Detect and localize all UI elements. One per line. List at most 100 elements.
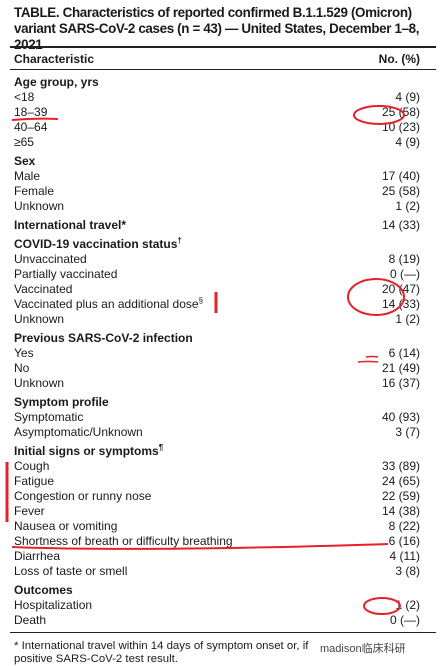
table-row: Male 17 (40) <box>14 169 420 184</box>
row-value: 0 (—) <box>390 267 420 281</box>
table-body: Age group, yrs <18 4 (9) 18–39 25 (58) 40–64 1… <box>14 74 420 628</box>
row-value: 16 (37) <box>381 376 420 390</box>
row-value: 14 (33) <box>381 297 420 311</box>
section-heading: Age group, yrs <box>14 74 420 90</box>
section-heading-label: COVID-19 vaccination status† <box>14 236 182 252</box>
row-label: Shortness of breath or difficulty breath… <box>14 534 233 548</box>
table-row: Fatigue 24 (65) <box>14 474 420 489</box>
row-label: Male <box>14 169 41 183</box>
row-label: Partially vaccinated <box>14 267 118 281</box>
row-label: Vaccinated plus an additional dose§ <box>14 296 204 312</box>
row-label: Diarrhea <box>14 549 61 563</box>
table-row: Unvaccinated 8 (19) <box>14 252 420 267</box>
row-label: Death <box>14 613 47 627</box>
table-row: Vaccinated 20 (47) <box>14 282 420 297</box>
header-number: No. (%) <box>378 52 420 66</box>
footnote-line-1: * International travel within 14 days of… <box>14 640 309 652</box>
section-heading: Initial signs or symptoms¶ <box>14 443 420 459</box>
section-heading-label: Symptom profile <box>14 395 109 409</box>
table-row: Partially vaccinated 0 (—) <box>14 267 420 282</box>
row-label: Unknown <box>14 199 65 213</box>
table-row: Congestion or runny nose 22 (59) <box>14 489 420 504</box>
row-label: Hospitalization <box>14 598 93 612</box>
header-characteristic: Characteristic <box>14 52 95 66</box>
table-row: Unknown 1 (2) <box>14 199 420 214</box>
row-value: 4 (9) <box>395 90 420 104</box>
row-value: 3 (8) <box>395 564 420 578</box>
row-label: Female <box>14 184 55 198</box>
row-label: Fatigue <box>14 474 55 488</box>
row-label: Nausea or vomiting <box>14 519 118 533</box>
row-value: 4 (9) <box>395 135 420 149</box>
row-value: 14 (38) <box>381 504 420 518</box>
row-label: 40–64 <box>14 120 48 134</box>
section-heading-value: 14 (33) <box>381 218 420 232</box>
row-label: No <box>14 361 30 375</box>
row-value: 8 (22) <box>388 519 420 533</box>
table-row: 40–64 10 (23) <box>14 120 420 135</box>
section-heading: International travel* 14 (33) <box>14 217 420 233</box>
section-heading-label: Previous SARS-CoV-2 infection <box>14 331 193 345</box>
row-value: 20 (47) <box>381 282 420 296</box>
table-row: Cough 33 (89) <box>14 459 420 474</box>
row-value: 4 (11) <box>389 549 420 563</box>
section-heading-label: Age group, yrs <box>14 75 99 89</box>
section-heading: Sex <box>14 153 420 169</box>
row-label: Symptomatic <box>14 410 84 424</box>
bottom-rule <box>10 632 436 633</box>
table-title: TABLE. Characteristics of reported confi… <box>14 5 420 52</box>
row-value: 22 (59) <box>381 489 420 503</box>
table-header: Characteristic No. (%) <box>14 52 420 68</box>
table-row: Female 25 (58) <box>14 184 420 199</box>
section-heading-label: Initial signs or symptoms¶ <box>14 443 164 459</box>
row-value: 6 (14) <box>388 346 420 360</box>
section-heading: Symptom profile <box>14 394 420 410</box>
row-value: 40 (93) <box>381 410 420 424</box>
table-row: ≥65 4 (9) <box>14 135 420 150</box>
row-label: Vaccinated <box>14 282 73 296</box>
row-label: Loss of taste or smell <box>14 564 128 578</box>
section-heading-label: Outcomes <box>14 583 73 597</box>
section-heading: Previous SARS-CoV-2 infection <box>14 330 420 346</box>
table-row: No 21 (49) <box>14 361 420 376</box>
row-value: 21 (49) <box>381 361 420 375</box>
row-label: Asymptomatic/Unknown <box>14 425 143 439</box>
table-row: Nausea or vomiting 8 (22) <box>14 519 420 534</box>
row-value: 17 (40) <box>381 169 420 183</box>
table-row: Shortness of breath or difficulty breath… <box>14 534 420 549</box>
row-value: 3 (7) <box>395 425 420 439</box>
table-row: Death 0 (—) <box>14 613 420 628</box>
table-row: <18 4 (9) <box>14 90 420 105</box>
row-value: 0 (—) <box>390 613 420 627</box>
row-value: 24 (65) <box>381 474 420 488</box>
section-heading: Outcomes <box>14 582 420 598</box>
table-row: Vaccinated plus an additional dose§ 14 (3… <box>14 297 420 312</box>
row-label: ≥65 <box>14 135 34 149</box>
row-value: 1 (2) <box>395 199 420 213</box>
row-value: 6 (16) <box>388 534 420 548</box>
table-row: Yes 6 (14) <box>14 346 420 361</box>
row-value: 25 (58) <box>381 105 420 119</box>
row-value: 8 (19) <box>388 252 420 266</box>
row-label: Unknown <box>14 312 65 326</box>
footnote-line-2: positive SARS-CoV-2 test result. <box>14 653 178 665</box>
table-row: Fever 14 (38) <box>14 504 420 519</box>
table-row: Hospitalization 1 (2) <box>14 598 420 613</box>
table-row: Diarrhea 4 (11) <box>14 549 420 564</box>
row-value: 10 (23) <box>381 120 420 134</box>
row-label: Congestion or runny nose <box>14 489 152 503</box>
section-heading: COVID-19 vaccination status† <box>14 236 420 252</box>
footnote: * International travel within 14 days of… <box>14 640 434 666</box>
table-row: Symptomatic 40 (93) <box>14 410 420 425</box>
row-label: 18–39 <box>14 105 48 119</box>
row-label: Unvaccinated <box>14 252 87 266</box>
row-value: 1 (2) <box>395 598 420 612</box>
row-label: <18 <box>14 90 35 104</box>
section-heading-label: International travel* <box>14 218 127 232</box>
row-label: Cough <box>14 459 50 473</box>
top-rule <box>10 46 436 48</box>
row-label: Fever <box>14 504 45 518</box>
row-value: 33 (89) <box>381 459 420 473</box>
table-row: Loss of taste or smell 3 (8) <box>14 564 420 579</box>
table-row: Unknown 1 (2) <box>14 312 420 327</box>
